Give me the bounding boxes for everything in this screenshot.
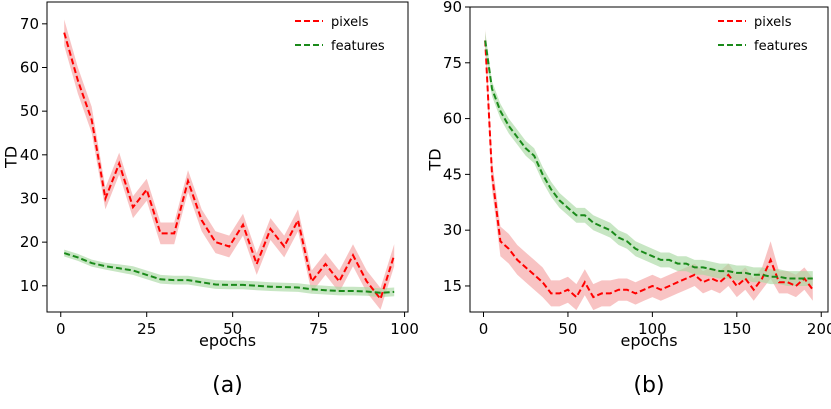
x-tick-label: 50 bbox=[558, 320, 577, 338]
y-tick-label: 50 bbox=[20, 102, 39, 120]
band-features bbox=[485, 31, 813, 287]
series-line-pixels bbox=[63, 32, 396, 302]
series-line-features bbox=[63, 252, 395, 294]
x-tick-label: 50 bbox=[223, 320, 242, 338]
y-tick-label: 30 bbox=[443, 221, 462, 239]
y-tick-label: 90 bbox=[443, 0, 462, 16]
legend-label-features: features bbox=[331, 39, 385, 54]
y-tick-label: 60 bbox=[443, 110, 462, 128]
chart-caption: (b) bbox=[633, 373, 664, 398]
y-tick-label: 40 bbox=[20, 146, 39, 164]
y-tick-label: 70 bbox=[20, 15, 39, 33]
x-tick-label: 25 bbox=[137, 320, 156, 338]
x-tick-label: 0 bbox=[56, 320, 66, 338]
y-tick-label: 15 bbox=[443, 277, 462, 295]
x-tick-label: 0 bbox=[479, 320, 489, 338]
y-tick-label: 60 bbox=[20, 58, 39, 76]
axes-frame bbox=[469, 6, 829, 313]
legend-label-pixels: pixels bbox=[331, 15, 369, 30]
x-tick-label: 100 bbox=[638, 320, 667, 338]
legend-label-features: features bbox=[754, 39, 808, 54]
x-tick-label: 150 bbox=[722, 320, 751, 338]
axes-frame bbox=[46, 1, 409, 313]
y-tick-label: 30 bbox=[20, 189, 39, 207]
x-axis-label: epochs bbox=[620, 331, 677, 350]
x-tick-label: 75 bbox=[309, 320, 328, 338]
y-tick-label: 75 bbox=[443, 54, 462, 72]
y-axis-label: TD bbox=[426, 148, 445, 171]
x-tick-label: 100 bbox=[390, 320, 419, 338]
y-tick-label: 20 bbox=[20, 233, 39, 251]
x-tick-label: 200 bbox=[807, 320, 831, 338]
y-tick-label: 10 bbox=[20, 277, 39, 295]
band-features bbox=[64, 249, 395, 298]
band-pixels bbox=[64, 19, 395, 310]
chart-caption: (a) bbox=[212, 373, 243, 398]
legend-label-pixels: pixels bbox=[754, 15, 792, 30]
x-axis-label: epochs bbox=[199, 331, 256, 350]
series-line-features bbox=[484, 40, 813, 280]
y-tick-label: 45 bbox=[443, 165, 462, 183]
series-line-pixels bbox=[484, 40, 814, 299]
chart-a: 0 25 50 75 100 10 20 30 40 50 60 70 epochs TD (a) pixel… bbox=[2, 1, 419, 398]
chart-b: 0 50 100 150 200 15 30 45 60 75 90 epochs TD (b) pixel… bbox=[426, 0, 831, 398]
y-axis-label: TD bbox=[2, 146, 21, 169]
